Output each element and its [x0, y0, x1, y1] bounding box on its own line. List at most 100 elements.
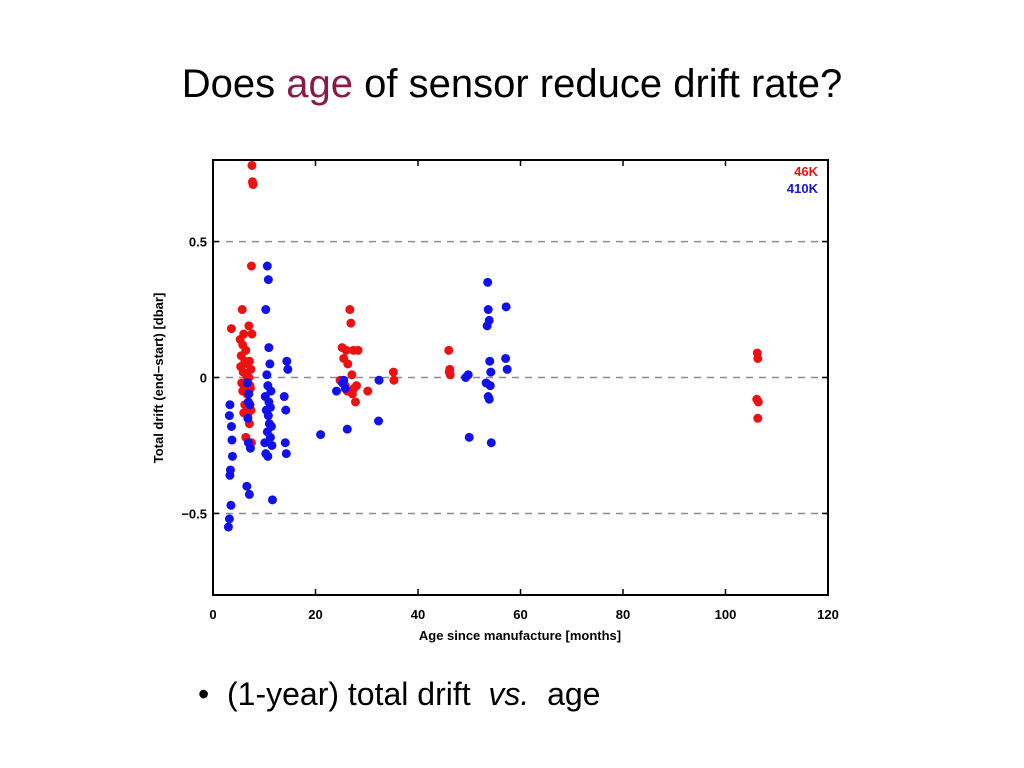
point-46k-7 — [246, 261, 256, 271]
point-410k-54 — [338, 378, 348, 388]
point-410k-57 — [461, 373, 471, 382]
point-46k-57 — [445, 370, 455, 380]
x-tick-label-3: 60 — [513, 607, 527, 622]
point-410k-41 — [282, 356, 292, 366]
bullet-text-italic: vs. — [488, 676, 530, 712]
point-410k-45 — [280, 438, 290, 448]
x-tick-label-4: 80 — [616, 607, 630, 622]
point-46k-52 — [388, 367, 398, 377]
bullet-text-before: (1-year) total drift — [226, 676, 489, 712]
x-tick-label-0: 0 — [209, 607, 216, 622]
point-410k-20 — [263, 275, 273, 285]
point-410k-15 — [245, 443, 255, 453]
point-410k-68 — [486, 438, 496, 448]
point-410k-47 — [316, 430, 326, 440]
point-410k-63 — [486, 367, 496, 377]
point-410k-44 — [281, 405, 291, 415]
x-tick-label-2: 40 — [411, 607, 425, 622]
point-46k-49 — [347, 389, 357, 399]
point-410k-56 — [464, 432, 474, 442]
point-410k-70 — [501, 353, 511, 363]
point-410k-37 — [267, 440, 277, 450]
point-410k-6 — [225, 470, 235, 480]
reference-lines — [213, 240, 828, 515]
point-410k-4 — [227, 451, 237, 461]
point-410k-71 — [502, 364, 512, 374]
point-410k-31 — [263, 411, 273, 421]
point-410k-11 — [244, 389, 254, 399]
point-410k-62 — [485, 356, 495, 366]
point-410k-67 — [484, 394, 494, 404]
point-46k-4 — [237, 305, 247, 315]
point-46k-53 — [389, 375, 399, 385]
point-46k-61 — [753, 397, 763, 407]
point-410k-69 — [501, 302, 511, 312]
point-410k-43 — [279, 392, 289, 402]
point-410k-21 — [261, 305, 271, 315]
legend-entry-46k: 46K — [794, 164, 818, 179]
bullet-text-after: age — [529, 676, 601, 712]
point-46k-59 — [753, 353, 763, 363]
point-410k-53 — [374, 375, 384, 385]
point-46k-35 — [345, 305, 355, 315]
point-410k-51 — [342, 424, 352, 434]
point-46k-54 — [444, 345, 454, 355]
y-tick-label-0: −0.5 — [181, 506, 207, 521]
point-410k-8 — [224, 514, 234, 524]
point-410k-48 — [332, 386, 342, 396]
point-46k-43 — [347, 370, 357, 380]
legend: 46K 410K — [787, 164, 819, 196]
y-axis-label: Total drift (end−start) [dbar] — [151, 293, 166, 464]
x-axis-label: Age since manufacture [months] — [419, 628, 621, 643]
point-410k-26 — [266, 386, 276, 396]
legend-entry-410k: 410K — [787, 181, 819, 196]
title-highlight: age — [286, 62, 354, 106]
point-46k-47 — [352, 381, 361, 391]
title-before: Does — [181, 62, 287, 106]
point-410k-24 — [262, 370, 272, 380]
point-410k-0 — [225, 400, 235, 410]
point-46k-50 — [363, 386, 373, 396]
point-410k-42 — [283, 364, 293, 374]
x-tick-label-6: 120 — [817, 607, 839, 622]
slide-title: Does age of sensor reduce drift rate? — [0, 62, 1024, 107]
point-410k-9 — [223, 522, 233, 532]
point-410k-40 — [267, 495, 277, 505]
point-410k-36 — [260, 438, 270, 448]
point-410k-19 — [262, 261, 272, 271]
x-tick-label-1: 20 — [308, 607, 322, 622]
point-410k-2 — [226, 421, 236, 431]
y-tick-label-1: 0 — [200, 371, 207, 386]
point-46k-51 — [350, 397, 360, 407]
point-46k-38 — [341, 345, 351, 355]
point-410k-1 — [224, 411, 234, 421]
bullet-text: • (1-year) total drift vs. age — [198, 676, 600, 713]
point-46k-62 — [753, 413, 763, 423]
point-410k-7 — [226, 500, 236, 510]
point-410k-52 — [374, 416, 384, 426]
x-tick-label-5: 100 — [715, 607, 737, 622]
bullet-marker: • — [198, 676, 210, 712]
point-410k-16 — [242, 481, 252, 491]
point-410k-35 — [265, 432, 275, 442]
point-410k-23 — [265, 359, 275, 369]
data-points — [223, 160, 763, 532]
point-410k-22 — [264, 343, 274, 353]
point-410k-39 — [263, 451, 273, 461]
point-46k-3 — [226, 324, 236, 334]
point-410k-65 — [485, 381, 495, 391]
point-410k-17 — [244, 489, 254, 499]
point-410k-13 — [243, 413, 253, 423]
point-410k-3 — [227, 435, 237, 445]
point-410k-58 — [483, 277, 493, 287]
point-410k-18 — [243, 397, 253, 407]
point-46k-2 — [248, 179, 258, 189]
point-46k-40 — [353, 345, 363, 355]
point-410k-59 — [483, 305, 493, 315]
y-tick-label-2: 0.5 — [189, 235, 207, 250]
point-46k-42 — [343, 359, 353, 369]
point-46k-0 — [247, 160, 257, 170]
point-46k-6 — [244, 321, 254, 331]
point-410k-10 — [242, 378, 252, 388]
